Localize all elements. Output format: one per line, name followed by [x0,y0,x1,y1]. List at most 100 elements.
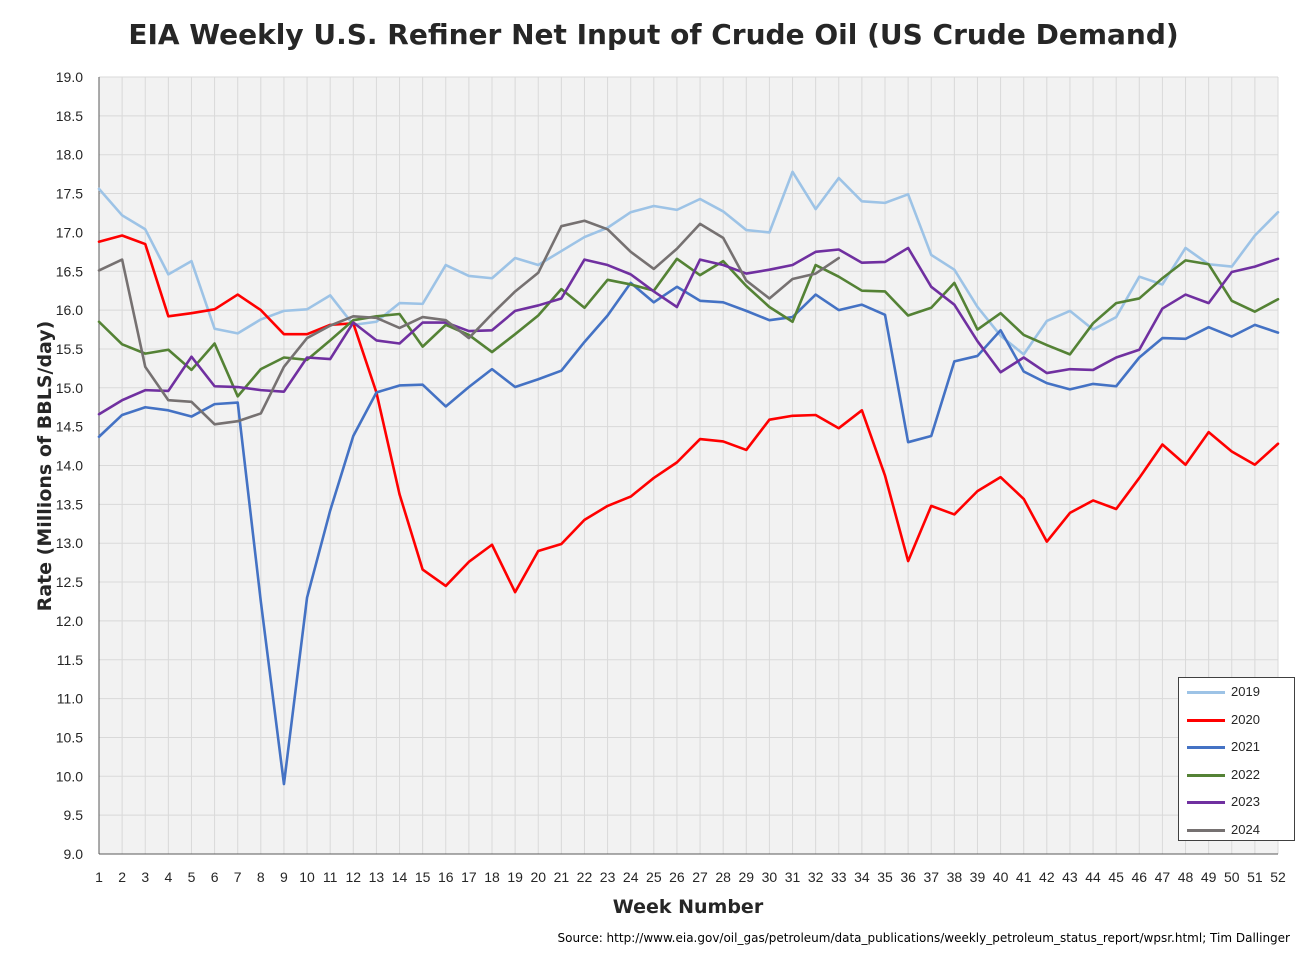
legend-item-2022: 2022 [1179,765,1294,785]
x-tick-label: 16 [438,869,454,885]
y-tick-label: 11.5 [57,652,83,668]
x-tick-label: 31 [785,869,801,885]
x-tick-label: 19 [507,869,523,885]
axes [98,77,1278,855]
x-tick-label: 4 [164,869,172,885]
x-tick-label: 27 [692,869,708,885]
x-tick-label: 42 [1039,869,1055,885]
x-tick-label: 24 [623,869,639,885]
legend-swatch [1187,828,1225,832]
x-tick-labels: 1 2 3 4 5 6 7 8 9 10 11 12 13 14 15 16 17 18 19 20 21 22 23 24 2… [95,869,1286,885]
x-tick-label: 12 [346,869,362,885]
x-tick-label: 7 [234,869,242,885]
legend-item-2019: 2019 [1179,682,1294,702]
x-tick-label: 22 [577,869,593,885]
x-tick-label: 33 [831,869,847,885]
chart-title: EIA Weekly U.S. Refiner Net Input of Cru… [128,18,1179,51]
x-tick-label: 26 [669,869,685,885]
y-tick-label: 12.5 [56,574,83,590]
x-tick-label: 20 [530,869,546,885]
x-tick-label: 17 [461,869,477,885]
y-tick-label: 10.5 [56,729,83,745]
legend-item-2023: 2023 [1179,792,1294,812]
y-tick-label: 13.0 [56,535,83,551]
y-tick-label: 16.5 [56,263,83,279]
x-tick-label: 1 [95,869,103,885]
x-tick-label: 25 [646,869,662,885]
x-tick-label: 14 [392,869,408,885]
x-tick-label: 39 [970,869,986,885]
x-tick-label: 51 [1247,869,1263,885]
y-tick-label: 12.0 [56,613,83,629]
y-tick-label: 11.0 [57,691,83,707]
x-tick-label: 18 [484,869,500,885]
x-tick-label: 23 [600,869,616,885]
legend-swatch [1187,801,1225,804]
y-axis-label: Rate (Millions of BBLS/day) [34,320,56,612]
legend-item-2020: 2020 [1179,710,1294,730]
legend-swatch [1187,773,1225,777]
series-line-2024 [97,219,841,426]
x-tick-label: 50 [1224,869,1240,885]
legend-label: 2022 [1231,766,1260,782]
x-tick-label: 45 [1108,869,1124,885]
series-line-2021 [97,281,1280,786]
y-tick-label: 15.0 [56,380,83,396]
legend-label: 2019 [1231,684,1260,699]
legend-label: 2024 [1231,821,1260,837]
legend: 2019 2020 2021 2022 2023 2024 [1178,677,1295,841]
y-tick-label: 18.0 [56,147,83,163]
x-tick-label: 35 [877,869,893,885]
x-tick-label: 6 [211,869,219,885]
legend-label: 2020 [1231,711,1260,727]
x-tick-label: 44 [1085,869,1101,885]
legend-swatch [1187,718,1225,722]
x-tick-label: 15 [415,869,431,885]
x-tick-label: 21 [554,869,570,885]
legend-label: 2021 [1231,739,1260,754]
x-tick-label: 13 [369,869,385,885]
legend-swatch [1187,691,1225,694]
x-tick-label: 37 [923,869,939,885]
series-line-2023 [97,246,1280,416]
x-tick-label: 8 [257,869,265,885]
y-tick-label: 9.5 [64,807,84,823]
x-tick-label: 28 [715,869,731,885]
x-tick-label: 11 [323,869,338,885]
x-tick-label: 2 [118,869,126,885]
y-tick-label: 10.0 [56,768,83,784]
y-tick-label: 19.0 [56,69,83,85]
y-tick-label: 17.0 [56,224,83,240]
y-tick-label: 15.5 [56,341,83,357]
x-tick-label: 5 [188,869,196,885]
x-tick-label: 32 [808,869,824,885]
series-line-2020 [97,234,1280,594]
horizontal-gridlines [99,76,1278,855]
x-tick-label: 3 [141,869,149,885]
x-axis-label: Week Number [612,896,764,918]
y-tick-label: 14.5 [56,419,83,435]
x-tick-label: 29 [739,869,755,885]
legend-label: 2023 [1231,794,1260,809]
x-tick-label: 38 [947,869,963,885]
x-tick-label: 36 [900,869,916,885]
x-tick-label: 10 [299,869,315,885]
series-line-2019 [97,170,1280,356]
x-tick-label: 34 [854,869,870,885]
x-tick-label: 52 [1270,869,1286,885]
legend-item-2024: 2024 [1179,820,1294,840]
series-lines [97,170,1280,786]
x-tick-label: 49 [1201,869,1217,885]
legend-swatch [1187,746,1225,749]
y-tick-label: 18.5 [56,108,83,124]
x-tick-label: 43 [1062,869,1078,885]
y-tick-label: 17.5 [56,186,83,202]
x-tick-label: 30 [762,869,778,885]
series-line-2022 [97,257,1280,398]
x-tick-label: 48 [1178,869,1194,885]
x-tick-label: 40 [993,869,1009,885]
legend-item-2021: 2021 [1179,737,1294,757]
x-tick-label: 9 [280,869,288,885]
y-tick-label: 14.0 [56,458,83,474]
